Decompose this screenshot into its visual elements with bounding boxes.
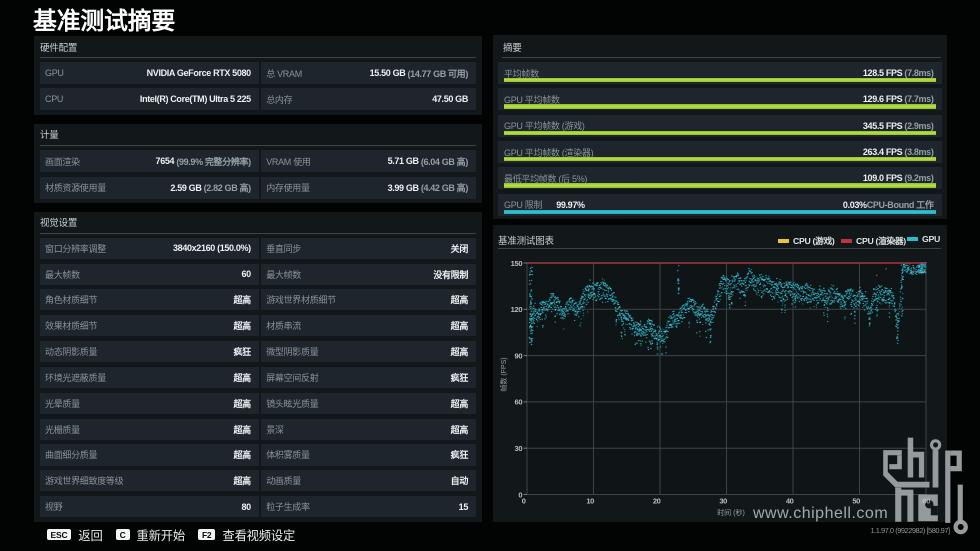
svg-text:帧数 (FPS): 帧数 (FPS): [499, 357, 508, 391]
svg-text:时间 (秒): 时间 (秒): [717, 508, 745, 517]
svg-text:40: 40: [786, 497, 794, 506]
svg-text:10: 10: [586, 497, 594, 506]
svg-text:50: 50: [852, 497, 860, 506]
svg-text:0: 0: [518, 490, 522, 499]
svg-text:30: 30: [719, 497, 727, 506]
svg-text:60: 60: [922, 497, 930, 506]
svg-text:150: 150: [511, 259, 523, 268]
svg-text:0: 0: [522, 497, 526, 506]
svg-text:90: 90: [515, 351, 523, 360]
svg-text:60: 60: [515, 398, 523, 407]
svg-text:20: 20: [653, 497, 661, 506]
svg-text:30: 30: [515, 444, 523, 453]
svg-text:120: 120: [511, 305, 523, 314]
